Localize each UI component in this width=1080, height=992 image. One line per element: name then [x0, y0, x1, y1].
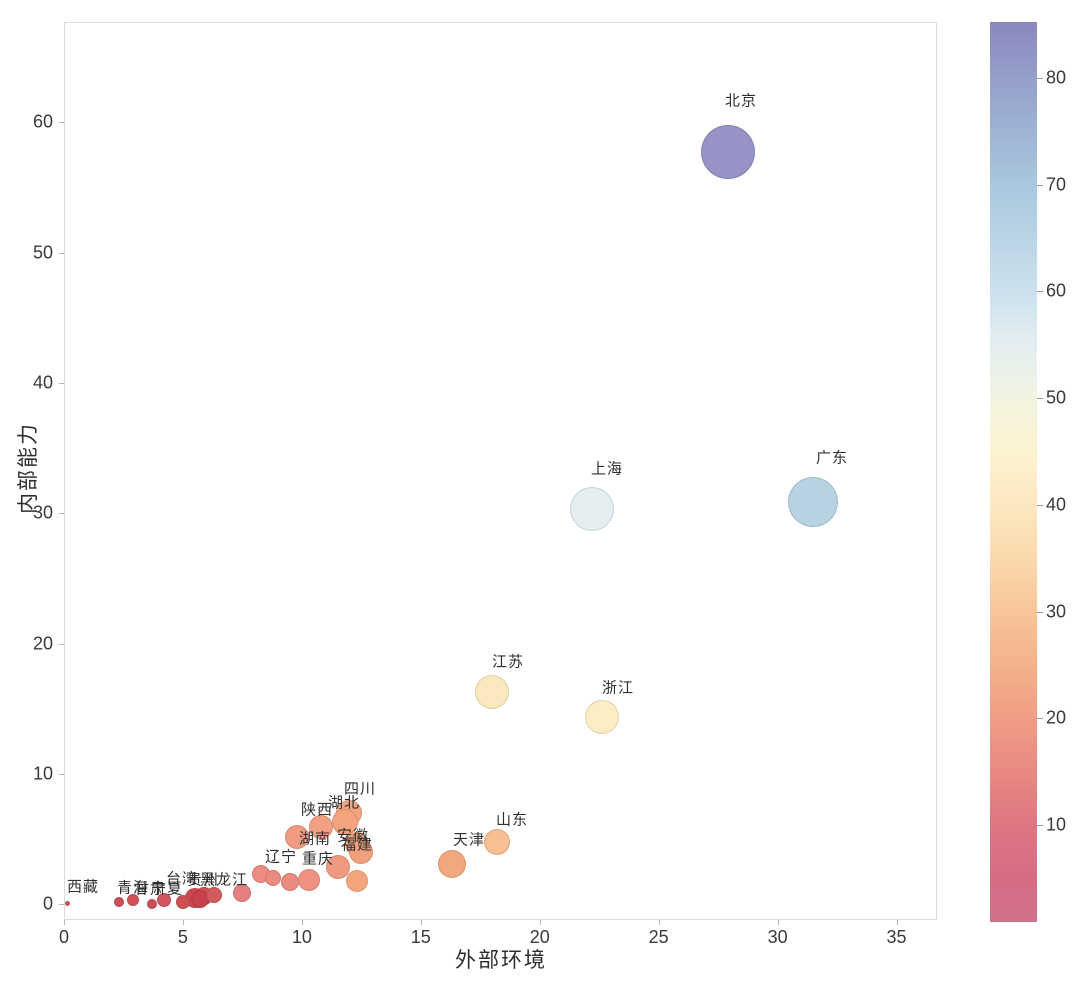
data-bubble [265, 870, 282, 887]
colorbar-tick-label: 70 [1046, 174, 1067, 195]
colorbar-tick-label: 80 [1046, 67, 1067, 88]
colorbar-tick-mark [1037, 504, 1043, 506]
bubble-label: 江苏 [491, 653, 525, 671]
bubble-label: 青海 [116, 879, 150, 897]
x-tick-label: 30 [767, 927, 788, 947]
x-tick-mark [301, 920, 303, 925]
data-bubble-山东 [483, 828, 510, 855]
bubble-label: 贵州 [186, 871, 220, 889]
y-tick-mark [59, 383, 64, 385]
bubble-label: 湖北 [327, 794, 361, 812]
bubble-label: 台湾 [165, 870, 199, 888]
bubble-label: 安徽 [336, 827, 370, 845]
bubble-label: 广东 [815, 449, 849, 467]
colorbar-tick-mark [1037, 184, 1043, 186]
y-tick-label: 30 [32, 502, 53, 523]
bubble-label: 甘肃 [133, 880, 167, 898]
x-tick-label: 20 [529, 927, 550, 947]
colorbar-tick-mark [1037, 78, 1043, 79]
y-tick-label: 40 [32, 372, 53, 393]
colorbar-tick-mark [1037, 398, 1043, 400]
data-bubble [205, 886, 222, 903]
colorbar-tick-label: 20 [1046, 707, 1067, 728]
y-tick-label: 0 [42, 893, 53, 914]
colorbar-tick-mark [1037, 824, 1043, 826]
data-bubble-甘肃 [126, 894, 139, 907]
y-axis-label: 内部能力 [17, 422, 40, 514]
colorbar-tick-label: 60 [1046, 280, 1067, 301]
bubble-label: 湖南 [298, 830, 332, 848]
data-bubble-青海 [113, 897, 124, 908]
x-tick-mark [896, 920, 898, 925]
data-bubble-福建 [349, 840, 374, 865]
bubble-label: 天津 [452, 831, 486, 849]
x-tick-label: 0 [58, 927, 70, 947]
data-bubble-江苏 [475, 674, 510, 709]
colorbar [990, 22, 1037, 922]
plot-area [64, 22, 937, 920]
data-bubble [175, 895, 190, 910]
y-tick-label: 20 [32, 633, 53, 654]
x-tick-mark [658, 920, 660, 925]
x-tick-mark [539, 920, 541, 925]
colorbar-tick-label: 10 [1046, 814, 1067, 835]
x-tick-mark [420, 920, 422, 925]
x-tick-label: 35 [886, 927, 907, 947]
data-bubble [280, 873, 299, 892]
x-tick-label: 10 [291, 927, 312, 947]
bubble-label: 辽宁 [264, 848, 298, 866]
bubble-label: 黑龙江 [199, 871, 249, 889]
colorbar-tick-mark [1037, 291, 1043, 293]
data-bubble [345, 869, 368, 892]
colorbar-tick-label: 40 [1046, 494, 1067, 515]
data-bubble-北京 [700, 125, 755, 180]
bubble-label: 浙江 [601, 679, 635, 697]
y-tick-label: 60 [32, 111, 53, 132]
y-tick-mark [59, 643, 64, 645]
data-bubble [325, 854, 350, 879]
x-tick-mark [64, 920, 65, 925]
colorbar-tick-mark [1037, 718, 1043, 720]
data-bubble-西藏 [65, 901, 71, 907]
colorbar-tick-label: 30 [1046, 601, 1067, 621]
bubble-label: 北京 [724, 92, 758, 110]
bubble-label: 福建 [340, 836, 374, 854]
data-bubble-天津 [437, 849, 466, 878]
y-tick-label: 50 [32, 242, 53, 263]
data-bubble-湖北 [331, 809, 358, 836]
x-tick-label: 15 [410, 927, 431, 947]
bubble-label: 上海 [590, 460, 624, 478]
data-bubble-广东 [788, 476, 839, 527]
data-bubble-浙江 [584, 699, 619, 734]
data-bubble-上海 [570, 487, 615, 532]
bubble-label: 西藏 [66, 878, 100, 896]
colorbar-tick-mark [1037, 611, 1043, 613]
y-tick-mark [59, 774, 64, 776]
bubble-label: 宁夏 [150, 880, 184, 898]
data-bubble-重庆 [298, 868, 320, 891]
colorbar-tick-label: 50 [1046, 387, 1067, 408]
bubble-label: 陕西 [300, 801, 334, 819]
y-tick-label: 10 [32, 763, 53, 784]
x-axis-label: 外部环境 [455, 949, 547, 972]
data-bubble [147, 898, 157, 909]
y-tick-mark [59, 904, 64, 906]
bubble-label: 山东 [495, 811, 529, 829]
x-tick-label: 5 [177, 927, 188, 947]
y-tick-mark [59, 252, 64, 254]
data-bubble-湖南 [285, 824, 310, 849]
data-bubble-陕西 [308, 815, 333, 840]
y-tick-mark [59, 513, 64, 515]
y-tick-mark [59, 122, 64, 124]
x-tick-mark [182, 920, 184, 925]
x-tick-label: 25 [648, 927, 669, 947]
data-bubble-宁夏 [156, 893, 171, 908]
data-bubble-黑龙江 [233, 883, 252, 902]
bubble-label: 四川 [343, 780, 377, 798]
x-tick-mark [777, 920, 779, 925]
bubble-label: 重庆 [301, 850, 335, 868]
